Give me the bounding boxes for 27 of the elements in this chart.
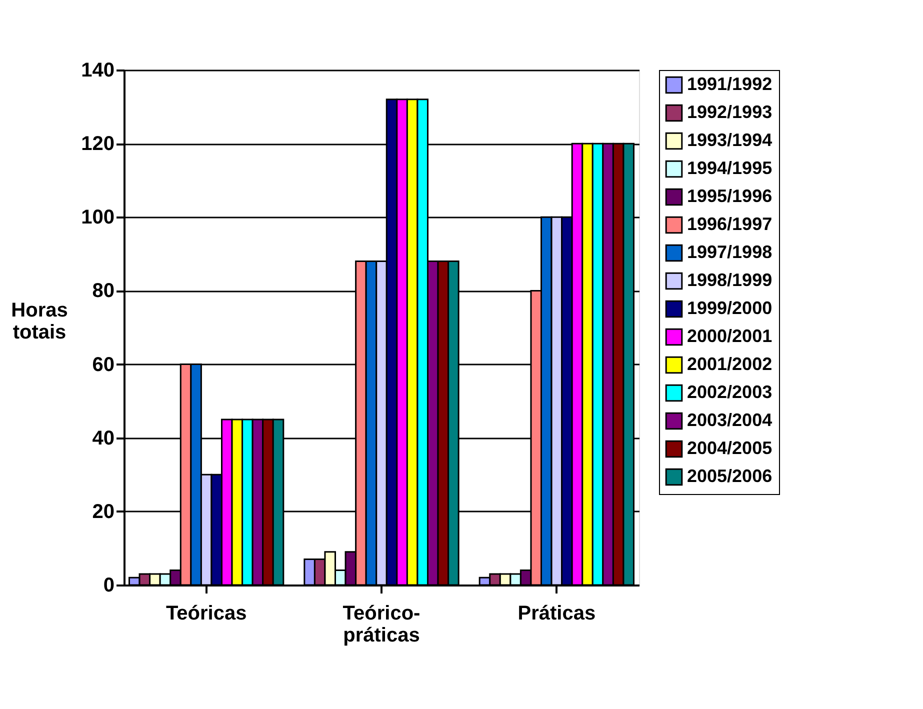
legend-label: 1994/1995 xyxy=(687,158,772,178)
legend-label: 1992/1993 xyxy=(687,102,772,122)
y-tick-label: 0 xyxy=(103,574,114,596)
y-tick-label: 20 xyxy=(92,500,114,523)
legend-label: 1997/1998 xyxy=(687,242,772,262)
legend-label: 1991/1992 xyxy=(687,74,772,94)
y-axis-title: Horas totais xyxy=(11,300,68,344)
x-tick-label: Práticas xyxy=(518,602,596,624)
legend-label: 1998/1999 xyxy=(687,270,772,290)
legend-label: 2000/2001 xyxy=(687,326,772,346)
legend-label: 2002/2003 xyxy=(687,382,772,402)
y-tick-label: 40 xyxy=(92,427,114,450)
legend-label: 2005/2006 xyxy=(687,466,772,486)
legend-label: 2003/2004 xyxy=(687,410,772,430)
legend-label: 2001/2002 xyxy=(687,354,772,374)
y-tick-label: 120 xyxy=(81,133,114,156)
x-tick-label: Teórico-práticas xyxy=(342,602,420,646)
y-tick-label: 100 xyxy=(81,206,114,229)
legend-label: 1993/1994 xyxy=(687,130,772,150)
legend-label: 1996/1997 xyxy=(687,214,772,234)
x-tick-label: Teóricas xyxy=(166,602,247,624)
y-tick-label: 80 xyxy=(92,280,114,302)
legend-label: 1995/1996 xyxy=(687,186,772,206)
y-tick-label: 60 xyxy=(92,354,114,376)
legend-label: 1999/2000 xyxy=(687,298,772,318)
y-tick-label: 140 xyxy=(81,60,114,82)
legend-label: 2004/2005 xyxy=(687,438,772,458)
